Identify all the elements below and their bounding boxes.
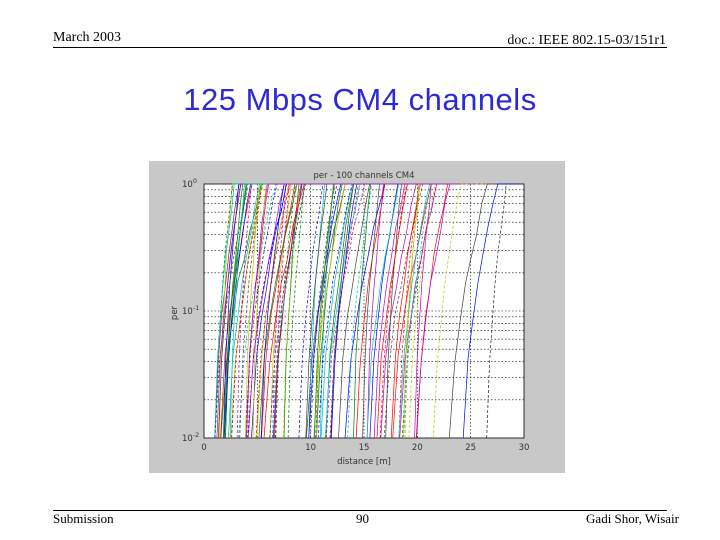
footer-author: Gadi Shor, Wisair bbox=[586, 511, 679, 526]
series-group bbox=[214, 183, 524, 439]
y-tick-exponent: 0 bbox=[193, 177, 197, 185]
header-date: March 2003 bbox=[53, 30, 122, 45]
y-tick-exponent: -2 bbox=[193, 431, 199, 439]
y-tick-label: 100 bbox=[182, 177, 197, 190]
x-tick-label: 20 bbox=[412, 443, 423, 453]
figure: per - 100 channels CM4 distance [m] per … bbox=[149, 161, 565, 473]
y-axis-label: per bbox=[170, 305, 180, 320]
footer-rule bbox=[53, 510, 667, 511]
per-curve bbox=[432, 183, 524, 439]
x-tick-label: 10 bbox=[305, 443, 316, 453]
y-ticks: 100 10-1 10-2 bbox=[182, 177, 199, 444]
header-rule bbox=[53, 47, 667, 48]
slide-title: 125 Mbps CM4 channels bbox=[183, 82, 537, 117]
x-ticks: 0 10 15 20 25 30 bbox=[201, 443, 529, 453]
per-curve bbox=[272, 183, 524, 439]
y-tick-label: 10-2 bbox=[182, 431, 199, 444]
per-curve bbox=[462, 183, 524, 439]
x-tick-label: 30 bbox=[519, 443, 530, 453]
per-curve bbox=[229, 183, 524, 439]
y-tick-exponent: -1 bbox=[193, 304, 199, 312]
per-curve bbox=[216, 183, 524, 439]
footer-page-number: 90 bbox=[356, 511, 369, 526]
per-plot: per - 100 channels CM4 distance [m] per … bbox=[170, 171, 529, 467]
x-tick-label: 15 bbox=[359, 443, 370, 453]
x-tick-label: 25 bbox=[465, 443, 476, 453]
x-tick-label: 0 bbox=[201, 443, 206, 453]
y-tick-label: 10-1 bbox=[182, 304, 199, 317]
per-curve bbox=[486, 183, 524, 439]
per-curve bbox=[246, 183, 524, 439]
header-doc-id: doc.: IEEE 802.15-03/151r1 bbox=[507, 33, 666, 48]
per-curve bbox=[325, 183, 524, 439]
per-curve bbox=[274, 183, 524, 439]
plot-title: per - 100 channels CM4 bbox=[314, 171, 415, 181]
footer-submission: Submission bbox=[53, 511, 114, 526]
per-curve bbox=[448, 183, 524, 439]
per-curve bbox=[214, 183, 524, 439]
x-axis-label: distance [m] bbox=[337, 457, 391, 467]
